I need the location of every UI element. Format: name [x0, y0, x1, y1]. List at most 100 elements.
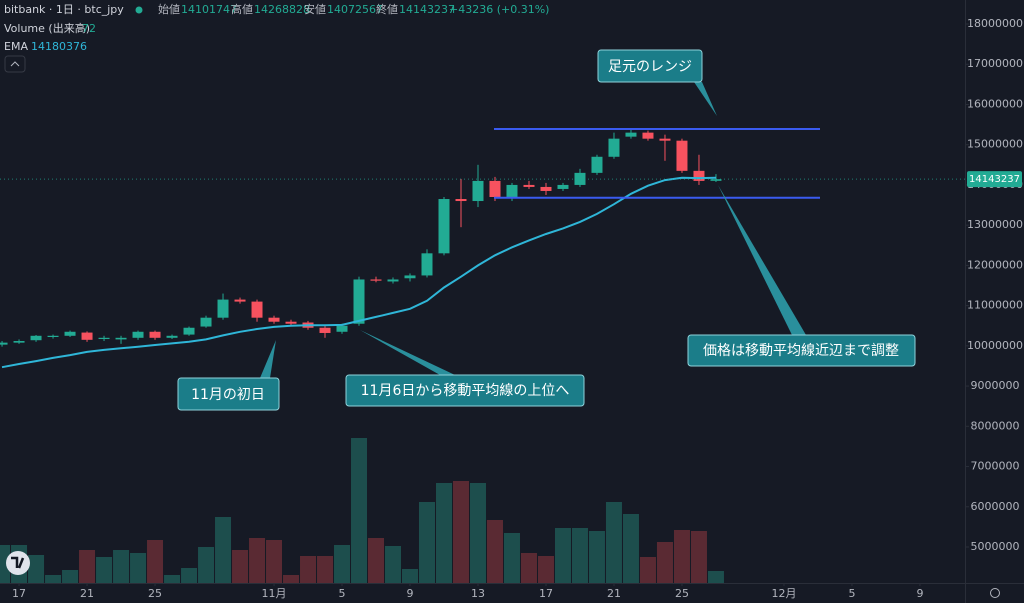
candle-body: [642, 132, 654, 139]
collapse-icon: [10, 61, 20, 67]
x-tick-label: 13: [471, 587, 485, 600]
candle-body: [404, 275, 416, 279]
annotations: 足元のレンジ 11月の初日 11月6日から移動平均線の上位へ 価格は移動平均線近…: [177, 49, 916, 411]
x-tick-label: 17: [539, 587, 553, 600]
volume-bar: [588, 531, 605, 583]
volume-bar: [96, 557, 113, 583]
y-tick-label: 16000000: [967, 97, 1023, 110]
candle-body: [268, 317, 280, 322]
x-tick-label: 11月: [262, 587, 287, 600]
annotation-arrows: [260, 82, 806, 378]
volume-bar: [113, 550, 130, 583]
y-tick-label: 10000000: [967, 339, 1023, 352]
volume-bar: [79, 550, 96, 583]
candle-body: [540, 186, 552, 191]
volume-bar: [537, 556, 554, 583]
volume-bar: [435, 483, 452, 583]
status-dot: [135, 6, 143, 14]
open-value: 14101747: [181, 3, 237, 16]
volume-bar: [673, 530, 690, 583]
candle-body: [523, 184, 535, 187]
volume-bar: [0, 545, 11, 583]
candle-body: [166, 335, 178, 338]
volume-bar: [605, 502, 622, 583]
volume-bar: [707, 571, 724, 583]
y-tick-label: 17000000: [967, 57, 1023, 70]
close-value: 14143237: [399, 3, 455, 16]
arrow: [718, 185, 806, 335]
candle-body: [81, 332, 93, 340]
volume-bar: [452, 481, 469, 583]
callout-box: [687, 334, 916, 367]
callout-box: [597, 49, 703, 83]
x-tick-label: 21: [607, 587, 621, 600]
symbol: bitbank · 1日 · btc_jpy: [4, 3, 124, 16]
x-tick-label: 5: [848, 587, 855, 600]
last-price-tag: [967, 171, 1022, 188]
header: bitbank · 1日 · btc_jpy 始値 14101747 高値 14…: [4, 2, 549, 73]
volume-bar: [62, 570, 79, 583]
volume-bar: [147, 540, 164, 583]
close-label: 終値: [376, 2, 398, 16]
volume-bar: [351, 438, 368, 583]
x-tick-label: 25: [675, 587, 689, 600]
candle-body: [319, 327, 331, 333]
y-tick-label: 13000000: [967, 218, 1023, 231]
volume-bar: [266, 540, 283, 583]
x-tick-label: 21: [80, 587, 94, 600]
volume-bar: [300, 556, 317, 583]
arrow: [694, 82, 717, 116]
ema-label: EMA: [4, 40, 28, 53]
y-tick-label: 15000000: [967, 138, 1023, 151]
logo: [6, 551, 30, 575]
volume-bar: [520, 553, 537, 583]
callout-box: [345, 374, 585, 407]
volume-bar: [419, 502, 436, 583]
candle-body: [370, 279, 382, 281]
y-tick-label: 5000000: [971, 540, 1020, 553]
candle-body: [421, 253, 433, 276]
candle-body: [438, 199, 450, 254]
volume-bar: [690, 531, 707, 583]
callout-text: 11月6日から移動平均線の上位へ: [361, 383, 570, 399]
volume-bar: [486, 520, 503, 583]
candle-body: [659, 138, 671, 141]
x-tick-label: 5: [339, 587, 346, 600]
candle-body: [557, 184, 569, 189]
candle-body: [693, 170, 705, 181]
callout-text: 足元のレンジ: [608, 59, 692, 75]
collapse-button[interactable]: [4, 55, 26, 73]
candle-body: [625, 132, 637, 137]
candle-body: [0, 342, 8, 345]
x-tick-label: 9: [916, 587, 923, 600]
x-tick-label: 25: [148, 587, 162, 600]
arrow: [260, 340, 276, 378]
volume-bar: [215, 517, 232, 583]
x-tick-label: 17: [12, 587, 26, 600]
callout-text: 価格は移動平均線近辺まで調整: [703, 343, 899, 359]
volume-label: Volume (出来高): [4, 21, 90, 35]
candle-body: [64, 331, 76, 336]
candle-body: [47, 335, 59, 337]
ema-value: 14180376: [31, 40, 87, 53]
ema-line: [1, 176, 717, 369]
candle-body: [336, 325, 348, 332]
change: +43236 (+0.31%): [449, 3, 549, 16]
candle-body: [98, 337, 110, 340]
y-tick-label: 6000000: [971, 500, 1020, 513]
settings-icon[interactable]: [990, 588, 1000, 598]
candle-body: [591, 156, 603, 173]
candle-body: [132, 331, 144, 338]
volume-bar: [503, 533, 520, 583]
candle-body: [149, 331, 161, 338]
volume-bar: [181, 568, 198, 583]
candle-body: [251, 301, 263, 318]
volume-bar: [232, 550, 249, 583]
low-label: 安値: [304, 2, 326, 16]
high-value: 14268828: [254, 3, 310, 16]
settings-gear[interactable]: [990, 588, 1000, 598]
candle-body: [455, 199, 467, 202]
